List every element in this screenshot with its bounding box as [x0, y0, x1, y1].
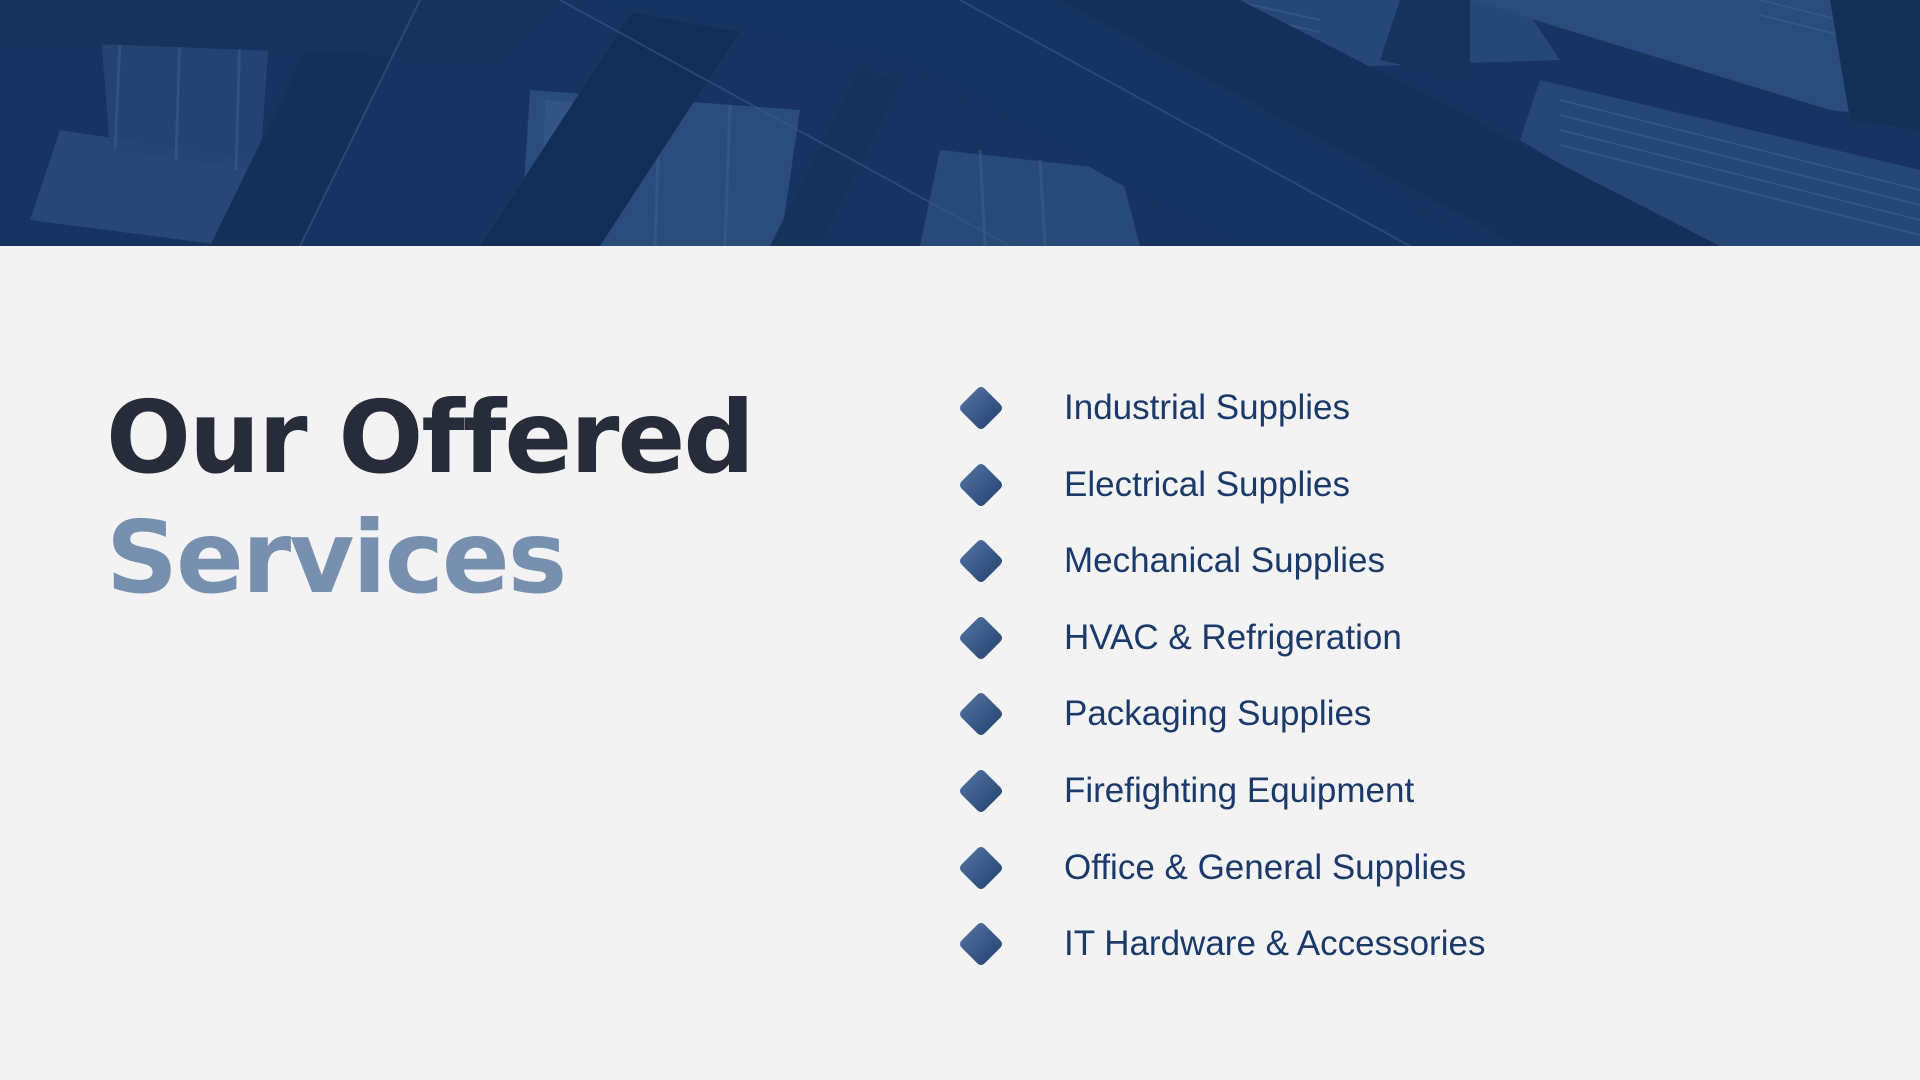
page-title: Our Offered — [106, 379, 755, 496]
list-item: Mechanical Supplies — [958, 538, 1485, 615]
service-label: Firefighting Equipment — [1064, 770, 1415, 810]
diamond-icon — [960, 693, 1002, 736]
diamond-icon — [960, 616, 1002, 659]
service-label: Electrical Supplies — [1064, 464, 1350, 504]
banner-image — [0, 0, 1920, 246]
service-label: Mechanical Supplies — [1064, 541, 1386, 581]
diamond-icon — [960, 540, 1002, 583]
service-label: IT Hardware & Accessories — [1064, 924, 1486, 964]
diamond-icon — [960, 463, 1002, 506]
service-label: Industrial Supplies — [1064, 388, 1350, 427]
list-item: Industrial Supplies — [958, 385, 1485, 462]
diamond-icon — [960, 387, 1002, 429]
page-title-accent: Services — [106, 499, 567, 616]
services-list: Industrial Supplies Electrical Supplies … — [958, 385, 1485, 998]
service-label: HVAC & Refrigeration — [1064, 617, 1402, 657]
diamond-icon — [960, 846, 1002, 889]
list-item: Office & General Supplies — [958, 845, 1485, 922]
building-structure-photo — [0, 0, 1920, 246]
list-item: Packaging Supplies — [958, 691, 1485, 768]
diamond-icon — [960, 769, 1002, 812]
list-item: Electrical Supplies — [958, 462, 1485, 539]
service-label: Office & General Supplies — [1064, 847, 1467, 887]
title-block: Our Offered Services — [106, 378, 755, 618]
list-item: Firefighting Equipment — [958, 768, 1485, 845]
service-label: Packaging Supplies — [1064, 694, 1372, 734]
list-item: IT Hardware & Accessories — [958, 921, 1485, 998]
list-item: HVAC & Refrigeration — [958, 615, 1485, 692]
diamond-icon — [960, 923, 1002, 966]
